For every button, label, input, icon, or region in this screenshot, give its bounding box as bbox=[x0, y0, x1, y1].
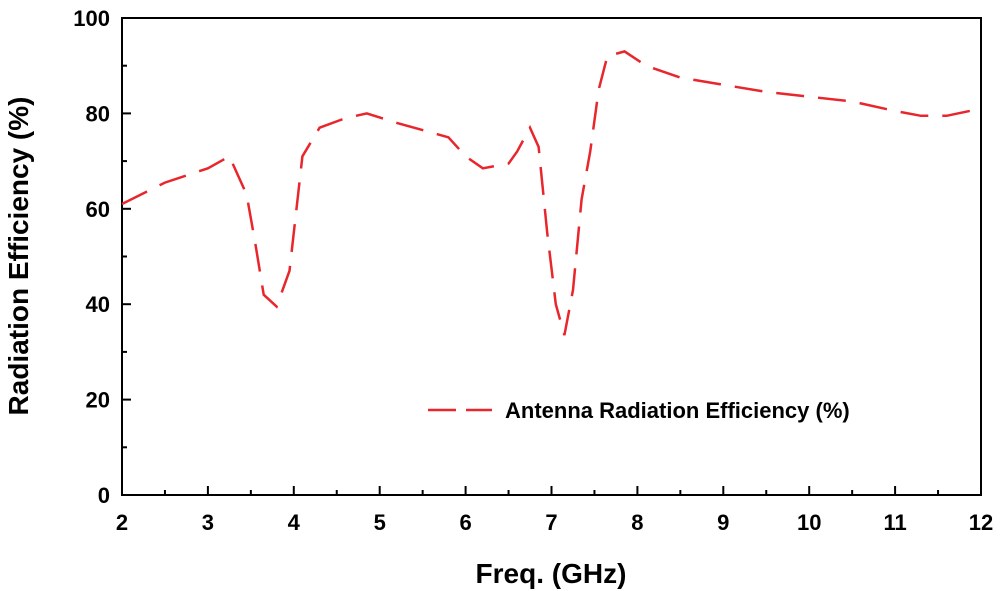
x-tick-label: 10 bbox=[797, 510, 821, 535]
axis-ticks bbox=[121, 17, 982, 496]
y-tick-label: 100 bbox=[73, 6, 110, 31]
x-axis-title: Freq. (GHz) bbox=[476, 558, 627, 589]
y-tick-label: 60 bbox=[86, 197, 110, 222]
x-tick-label: 4 bbox=[288, 510, 301, 535]
x-tick-label: 2 bbox=[116, 510, 128, 535]
x-tick-label: 6 bbox=[459, 510, 471, 535]
efficiency-series-line bbox=[121, 50, 982, 336]
x-tick-labels: 2 3 4 5 6 7 8 9 10 11 12 bbox=[116, 510, 993, 535]
legend: Antenna Radiation Efficiency (%) bbox=[428, 398, 850, 423]
x-tick-label: 3 bbox=[202, 510, 214, 535]
y-tick-label: 40 bbox=[86, 292, 110, 317]
legend-label: Antenna Radiation Efficiency (%) bbox=[505, 398, 850, 423]
y-tick-label: 80 bbox=[86, 101, 110, 126]
y-tick-label: 20 bbox=[86, 388, 110, 413]
x-tick-label: 11 bbox=[883, 510, 906, 535]
y-tick-label: 0 bbox=[98, 483, 110, 508]
x-tick-label: 5 bbox=[374, 510, 386, 535]
y-axis-title: Radiation Efficiency (%) bbox=[3, 97, 34, 416]
y-tick-labels: 0 20 40 60 80 100 bbox=[73, 6, 110, 508]
plot-frame bbox=[121, 17, 982, 496]
x-tick-label: 9 bbox=[717, 510, 729, 535]
x-tick-label: 8 bbox=[631, 510, 643, 535]
x-tick-label: 12 bbox=[969, 510, 993, 535]
x-tick-label: 7 bbox=[545, 510, 557, 535]
